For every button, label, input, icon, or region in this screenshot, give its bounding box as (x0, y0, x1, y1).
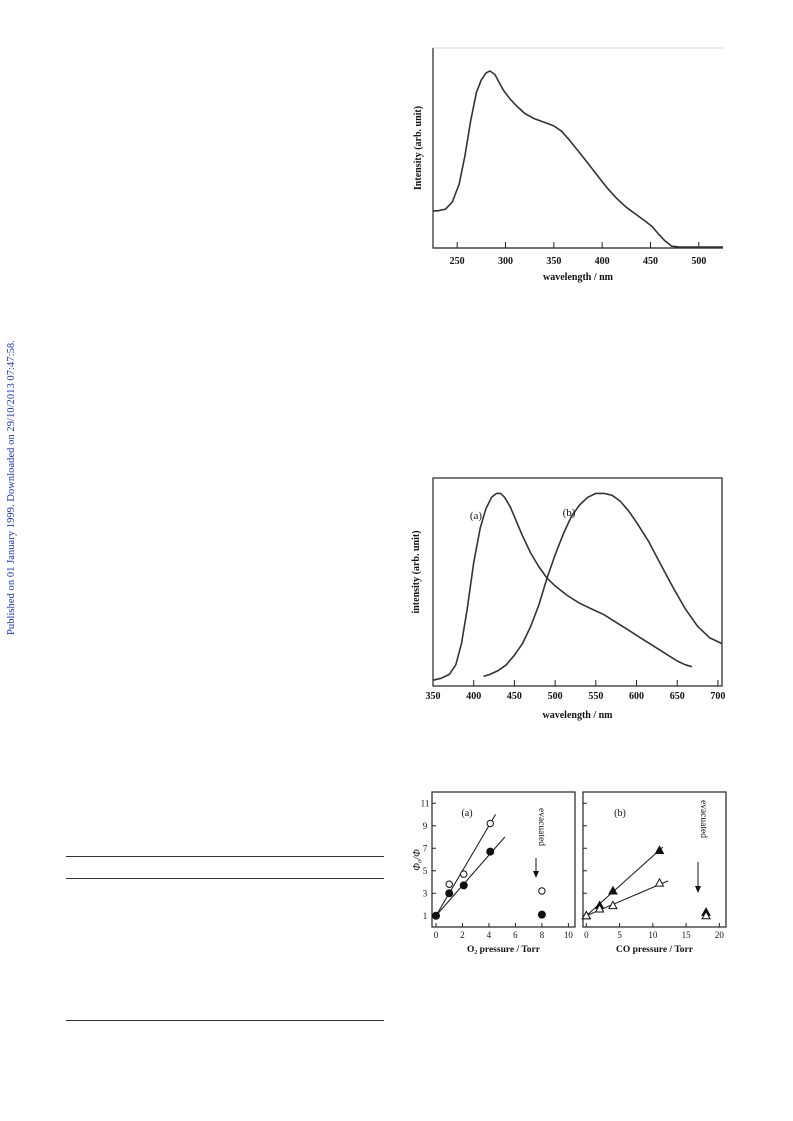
fig3-b-x-tick-label: 20 (715, 930, 725, 940)
table-top-rule (66, 856, 384, 857)
fig3-a-x-tick-label: 8 (540, 930, 545, 940)
fig3-a-x-tick-label: 10 (564, 930, 574, 940)
fig3-a-data-point (460, 870, 468, 878)
fig3-a-y-tick-label: 7 (423, 843, 428, 853)
fig1-x-axis-label: wavelength / nm (543, 272, 614, 283)
fig3-b-x-tick-label: 0 (584, 930, 589, 940)
fig3-a-x-tick-label: 2 (460, 930, 465, 940)
fig3-a-evacuated-arrowhead (533, 871, 539, 878)
fig3-y-axis-label: Φ₀/Φ (412, 849, 423, 871)
fig2-x-tick-label: 400 (466, 691, 481, 702)
fig3-a-y-tick-label: 5 (423, 866, 428, 876)
fig3-a-data-point (431, 911, 440, 920)
fig2-x-tick-label: 350 (426, 691, 441, 702)
fig3-panel-a-frame (431, 791, 576, 928)
fig3-b-x-tick-label: 10 (648, 930, 658, 940)
fig3-b-panel-label: (b) (614, 808, 626, 819)
fig1-x-tick-label: 350 (546, 256, 561, 267)
fig3-b-data-point (581, 910, 592, 920)
fig3-a-data-point (459, 881, 468, 890)
fig2-label-b: (b) (563, 507, 576, 519)
fig3-a-y-tick-label: 9 (423, 821, 428, 831)
fig3-a-panel-label: (a) (461, 808, 472, 819)
fig3-a-data-point (445, 880, 453, 888)
fig3-a-data-point (486, 819, 494, 828)
fig3-b-x-axis-label: CO pressure / Torr (616, 945, 694, 955)
fig3-b-evacuated-arrowhead (695, 886, 701, 893)
fig3-b-x-tick-label: 15 (682, 930, 692, 940)
fig3-a-x-tick-label: 4 (487, 930, 492, 940)
fig2-series-curve-b (483, 492, 723, 678)
fig3-a-x-tick-label: 6 (513, 930, 518, 940)
fig3-panel-b-frame (582, 791, 727, 928)
fig2-series-curve-a (432, 492, 693, 681)
fig3-b-data-point (594, 903, 605, 913)
fig3-a-x-axis-label: O₂ pressure / Torr (467, 945, 541, 955)
fig3-a-data-point (445, 889, 454, 898)
fig2-x-tick-label: 450 (507, 691, 522, 702)
fig2-x-tick-label: 700 (710, 691, 725, 702)
fig3-a-data-point (537, 910, 546, 919)
table-bottom-rule (66, 1020, 384, 1021)
fig3-b-data-point (701, 910, 711, 920)
fig3-b-x-tick-label: 5 (617, 930, 622, 940)
fig2-x-tick-label: 650 (670, 691, 685, 702)
fig2-x-tick-label: 600 (629, 691, 644, 702)
fig3-a-y-tick-label: 3 (423, 888, 428, 898)
fig1-x-tick-label: 300 (498, 256, 513, 267)
fig3-a-evacuated-label: evacuated (536, 808, 546, 846)
fig3-a-x-tick-label: 0 (434, 930, 439, 940)
table-header-rule (66, 878, 384, 879)
fig2-label-a: (a) (470, 510, 483, 522)
fig2-x-axis-label: wavelength / nm (543, 710, 614, 721)
fig3-a-y-tick-label: 11 (421, 798, 430, 808)
fig2-x-tick-label: 500 (548, 691, 563, 702)
fig3-a-data-point (538, 887, 546, 895)
fig1-x-tick-label: 500 (691, 256, 706, 267)
fig1-spectrum-curve (433, 70, 723, 248)
fig1-y-axis-label: Intensity (arb. unit) (413, 106, 424, 190)
fig3-b-data-point (608, 885, 618, 895)
fig3-a-y-tick-label: 1 (423, 911, 428, 921)
fig3-a-data-point (486, 847, 495, 856)
fig1-x-tick-label: 400 (595, 256, 610, 267)
fig2-plot-frame (432, 477, 723, 687)
fig2-y-axis-label: intensity (arb. unit) (411, 530, 422, 613)
fig3-b-data-point (654, 877, 665, 887)
fig3-b-evacuated-label: evacuated (698, 800, 708, 838)
fig3-b-data-point (654, 845, 665, 854)
fig2-x-tick-label: 550 (588, 691, 603, 702)
fig1-plot-frame (432, 48, 723, 249)
fig3-a-fit-line (435, 836, 506, 917)
fig1-x-tick-label: 250 (450, 256, 465, 267)
fig3-b-data-point (608, 900, 618, 910)
fig3-a-fit-line (435, 814, 497, 917)
fig1-x-tick-label: 450 (643, 256, 658, 267)
